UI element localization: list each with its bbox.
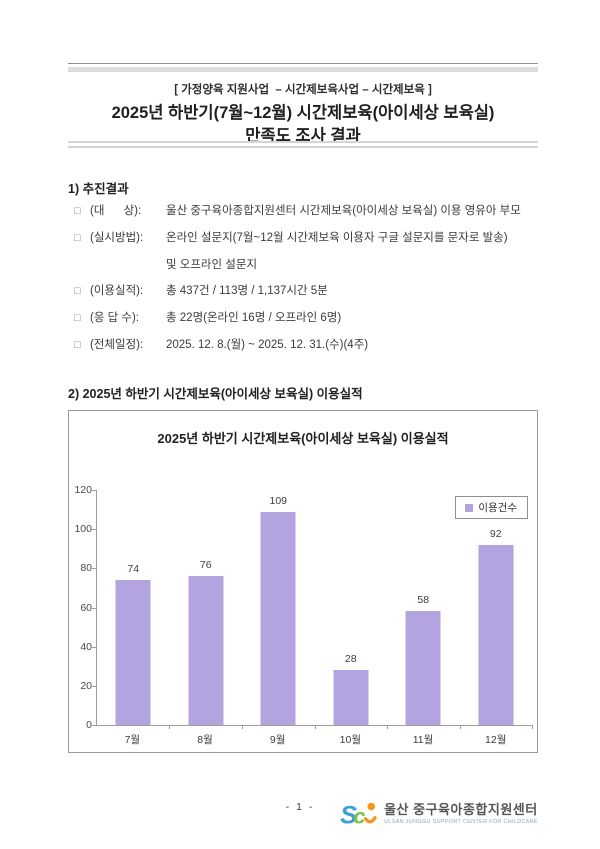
list-item-text: 2025. 12. 8.(월) ~ 2025. 12. 31.(수)(4주) bbox=[166, 339, 369, 351]
bar-group: 28 bbox=[315, 490, 388, 725]
square-bullet-icon: □ bbox=[74, 339, 81, 351]
bars-row: 74 76 109 28 58 92 bbox=[97, 490, 532, 725]
x-axis-category-label: 8월 bbox=[197, 734, 213, 746]
bar bbox=[478, 544, 514, 725]
list-item-label: (응 답 수): bbox=[90, 312, 139, 324]
list-item-text: 울산 중구육아종합지원센터 시간제보육(아이세상 보육실) 이용 영유아 부모 bbox=[166, 205, 521, 217]
y-axis-tick-label: 100 bbox=[74, 523, 92, 536]
page-title: 2025년 하반기(7월~12월) 시간제보육(아이세상 보육실) bbox=[111, 104, 495, 122]
breadcrumb: [ 가정양육 지원사업 – 시간제보육사업 – 시간제보육 ] bbox=[174, 84, 432, 96]
bar-value-label: 74 bbox=[127, 563, 140, 576]
organization-logo: S c 울산 중구육아종합지원센터 ULSAN JUNGGU SUPPORT C… bbox=[340, 798, 538, 830]
bar-value-label: 109 bbox=[269, 494, 288, 507]
x-axis-category-label: 12월 bbox=[485, 734, 507, 746]
bar-group: 74 bbox=[97, 490, 170, 725]
bar bbox=[333, 670, 369, 725]
bar-group: 109 bbox=[242, 490, 315, 725]
square-bullet-icon: □ bbox=[74, 205, 81, 217]
y-axis-tick-label: 40 bbox=[80, 640, 92, 653]
y-axis-tick-mark bbox=[92, 646, 96, 648]
y-axis-tick-mark bbox=[92, 725, 96, 726]
list-item: □ (대 상): 울산 중구육아종합지원센터 시간제보육(아이세상 보육실) 이… bbox=[68, 204, 568, 219]
x-axis-tick-mark bbox=[532, 725, 533, 729]
bar-value-label: 58 bbox=[417, 594, 430, 607]
page-number: - 1 - bbox=[285, 801, 315, 813]
x-axis-labels: 7월 8월 9월 10월 11월 12월 bbox=[96, 732, 532, 747]
square-bullet-icon: □ bbox=[74, 312, 81, 324]
list-item: □ (실시방법): 온라인 설문지(7월~12월 시간제보육 이용자 구글 설문… bbox=[68, 231, 568, 246]
logo-org-name: 울산 중구육아종합지원센터 bbox=[384, 801, 538, 817]
plot-area: 0 20 40 60 80 100 120 74 76 109 28 58 92 이용건수 bbox=[74, 484, 533, 731]
bar-value-label: 76 bbox=[199, 559, 212, 572]
x-axis-tick-mark bbox=[386, 725, 388, 729]
list-item-label: (이용실적): bbox=[90, 285, 144, 297]
bar-group: 58 bbox=[387, 490, 460, 725]
logo-text-block: 울산 중구육아종합지원센터 ULSAN JUNGGU SUPPORT CENTE… bbox=[384, 801, 538, 826]
svg-text:c: c bbox=[353, 803, 365, 828]
chart-legend: 이용건수 bbox=[455, 496, 528, 519]
list-item-text: 온라인 설문지(7월~12월 시간제보육 이용자 구글 설문지를 문자로 발송) bbox=[166, 232, 508, 244]
x-axis-category-label: 10월 bbox=[339, 734, 362, 746]
y-axis-tick-mark bbox=[92, 607, 96, 609]
bar bbox=[405, 611, 441, 725]
list-item-continuation: 및 오프라인 설문지 bbox=[68, 258, 568, 273]
chart-title: 2025년 하반기 시간제보육(아이세상 보육실) 이용실적 bbox=[157, 431, 449, 446]
y-axis-tick-mark bbox=[92, 568, 96, 570]
list-item: □ (이용실적): 총 437건 / 113명 / 1,137시간 5분 bbox=[68, 284, 568, 299]
list-item-text: 총 22명(온라인 16명 / 오프라인 6명) bbox=[166, 312, 342, 324]
legend-marker-icon bbox=[465, 503, 474, 512]
bar bbox=[115, 580, 151, 725]
header-bottom-rule bbox=[68, 141, 538, 148]
square-bullet-icon: □ bbox=[74, 285, 81, 297]
logo-org-subtitle: ULSAN JUNGGU SUPPORT CENTER FOR CHILDCAR… bbox=[384, 819, 538, 826]
x-axis-category-label: 7월 bbox=[124, 734, 141, 746]
bar-group: 76 bbox=[170, 490, 243, 725]
list-item: □ (전체일정): 2025. 12. 8.(월) ~ 2025. 12. 31… bbox=[68, 338, 568, 353]
bar-value-label: 28 bbox=[344, 653, 357, 666]
header-top-rule bbox=[68, 63, 538, 64]
bar-value-label: 92 bbox=[489, 527, 502, 540]
legend-label: 이용건수 bbox=[478, 502, 517, 514]
list-item-text: 및 오프라인 설문지 bbox=[166, 259, 258, 271]
square-bullet-icon: □ bbox=[74, 232, 81, 244]
bar bbox=[260, 511, 296, 725]
y-axis-tick-label: 20 bbox=[80, 679, 92, 692]
x-axis-category-label: 9월 bbox=[269, 734, 286, 746]
usage-bar-chart: 2025년 하반기 시간제보육(아이세상 보육실) 이용실적 0 20 40 60 80… bbox=[68, 410, 538, 753]
section1-heading: 1) 추진결과 bbox=[68, 182, 129, 196]
x-axis-tick-mark bbox=[241, 725, 243, 729]
y-axis-tick-label: 0 bbox=[86, 719, 92, 731]
y-axis-tick-label: 120 bbox=[74, 484, 92, 496]
logo-mark-icon: S c bbox=[340, 801, 377, 829]
bar bbox=[188, 576, 224, 725]
svg-text:S: S bbox=[340, 801, 357, 829]
x-axis-tick-mark bbox=[314, 725, 316, 729]
section2-heading: 2) 2025년 하반기 시간제보육(아이세상 보육실) 이용실적 bbox=[68, 387, 363, 401]
y-axis-tick-label: 80 bbox=[80, 562, 92, 575]
x-axis-tick-mark bbox=[459, 725, 461, 729]
list-item-label: (실시방법): bbox=[90, 232, 144, 244]
x-axis-tick-mark bbox=[169, 725, 171, 729]
list-item-text: 총 437건 / 113명 / 1,137시간 5분 bbox=[166, 285, 328, 297]
bar-group: 92 bbox=[460, 490, 533, 725]
header-top-rule-thick bbox=[68, 67, 538, 72]
list-item: □ (응 답 수): 총 22명(온라인 16명 / 오프라인 6명) bbox=[68, 311, 568, 326]
list-item-label: (전체일정): bbox=[90, 339, 144, 351]
y-axis-tick-label: 60 bbox=[80, 601, 92, 614]
x-axis-category-label: 11월 bbox=[412, 734, 434, 746]
y-axis-tick-mark bbox=[92, 685, 96, 687]
list-item-label: (대 상): bbox=[90, 205, 142, 217]
y-axis-tick-mark bbox=[92, 490, 96, 491]
page-title-line2: 만족도 조사 결과 bbox=[245, 127, 361, 145]
y-axis-tick-mark bbox=[92, 529, 96, 531]
